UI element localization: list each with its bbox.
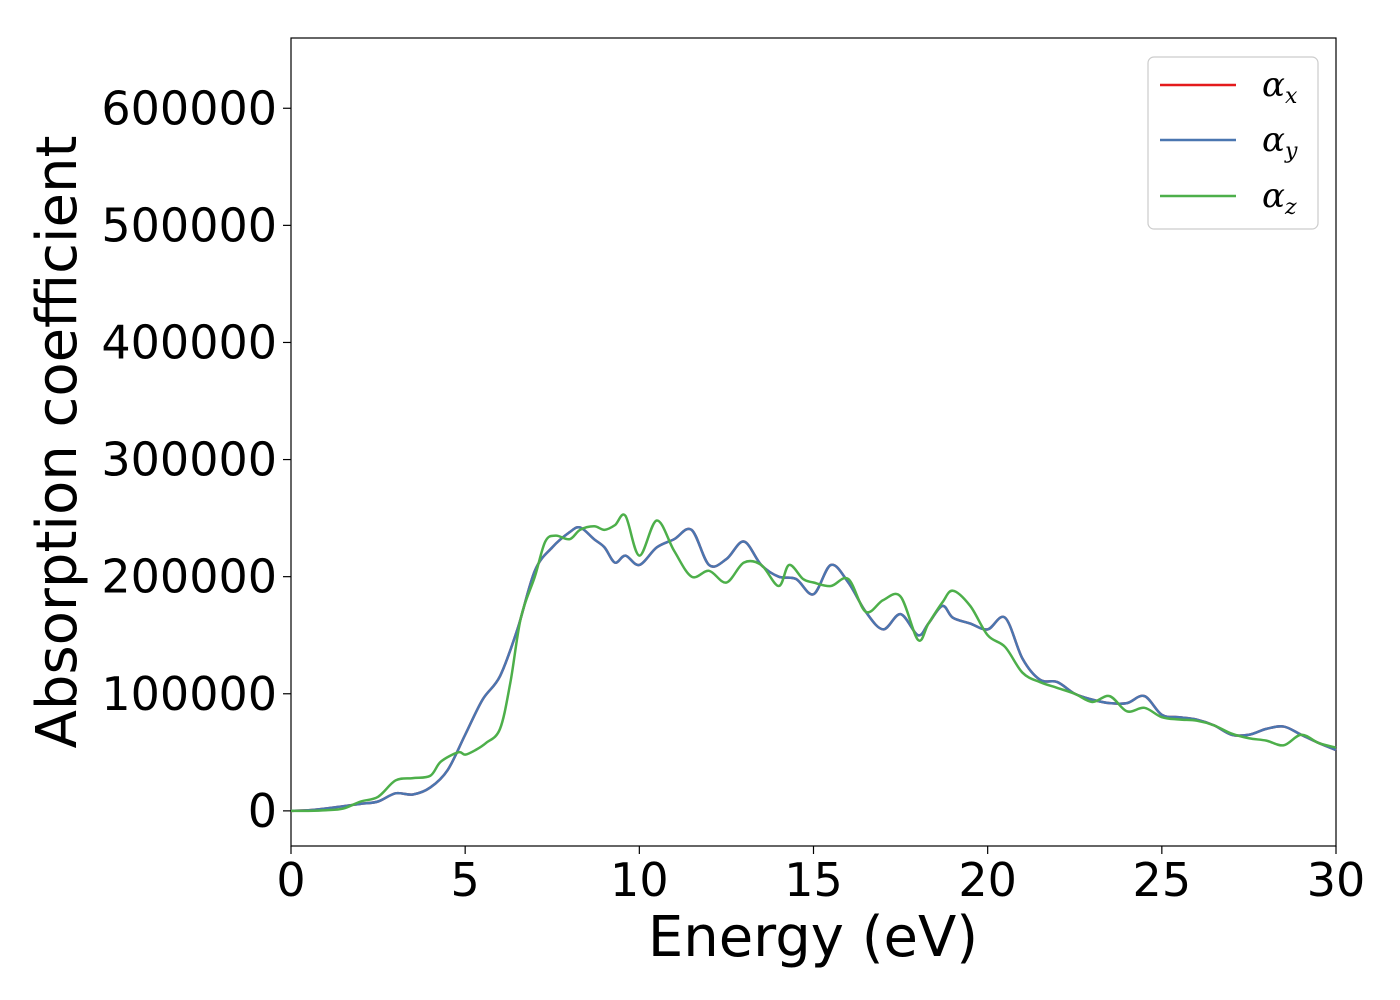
x-tick-label: 30 (1307, 853, 1366, 907)
legend-label-alpha-z: αz (1262, 176, 1297, 220)
y-axis-ticks: 0 100000 200000 300000 400000 500000 600000 (101, 81, 291, 838)
x-axis-label: Energy (eV) (648, 905, 978, 970)
y-tick-label: 200000 (101, 550, 277, 604)
y-tick-label: 400000 (101, 315, 277, 369)
series-layer (290, 513, 1337, 813)
x-tick-label: 10 (610, 853, 669, 907)
legend: αx αy αz (1147, 56, 1319, 230)
legend-label-alpha-y: αy (1262, 120, 1298, 164)
series-line-alpha-z (290, 513, 1337, 813)
y-tick-label: 300000 (101, 433, 277, 487)
legend-box (1147, 56, 1319, 230)
x-tick-label: 15 (784, 853, 843, 907)
y-tick-label: 600000 (101, 81, 277, 135)
y-tick-label: 100000 (101, 667, 277, 721)
y-axis-label: Absorption coefficient (25, 136, 90, 749)
x-tick-label: 25 (1133, 853, 1192, 907)
x-axis-ticks: 0 5 10 15 20 25 30 (276, 846, 1365, 907)
legend-label-alpha-x: αx (1262, 65, 1298, 109)
y-tick-label: 0 (248, 784, 277, 838)
y-tick-label: 500000 (101, 198, 277, 252)
x-tick-label: 0 (276, 853, 305, 907)
x-tick-label: 5 (451, 853, 480, 907)
series-line-alpha-y (290, 525, 1337, 813)
x-tick-label: 20 (958, 853, 1017, 907)
